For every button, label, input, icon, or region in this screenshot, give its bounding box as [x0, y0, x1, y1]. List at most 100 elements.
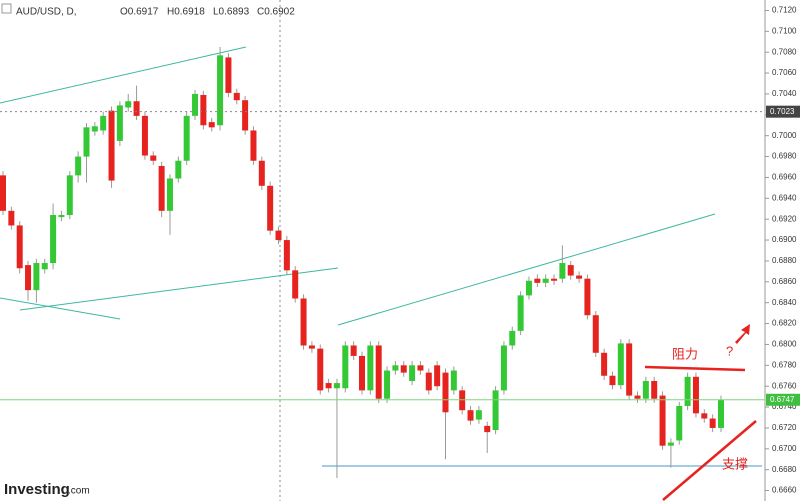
candle-body [525, 280, 532, 296]
candle-body [642, 380, 649, 399]
candle-body [0, 175, 6, 211]
y-tick-label: 0.6700 [772, 444, 797, 453]
crosshair-price-box [766, 105, 800, 118]
candle-body [91, 126, 98, 132]
candle-body [709, 418, 716, 428]
candle-body [684, 376, 691, 407]
trend-line [0, 297, 121, 320]
y-tick-label: 0.7060 [772, 68, 797, 77]
candle-body [542, 278, 549, 283]
candle-body [617, 343, 624, 386]
candle-body [83, 127, 90, 157]
y-tick-label: 0.6780 [772, 360, 797, 369]
last-price-box [766, 393, 800, 406]
candle-body [392, 365, 399, 371]
candle-body [158, 165, 165, 211]
logo-suffix: .com [68, 486, 90, 497]
y-tick-label: 0.6860 [772, 277, 797, 286]
candle-body [517, 295, 524, 331]
y-tick-label: 0.6980 [772, 152, 797, 161]
ohlc-close: C0.6902 [257, 7, 295, 18]
candle-body [567, 265, 574, 276]
candle-body [233, 92, 240, 101]
y-tick-label: 0.6800 [772, 340, 797, 349]
candle-body [375, 345, 382, 399]
candle-body [659, 395, 666, 446]
candle-body [459, 390, 466, 411]
y-tick-label: 0.6880 [772, 256, 797, 265]
candle-body [601, 352, 608, 376]
y-tick-label: 0.6840 [772, 298, 797, 307]
candle-body [417, 365, 424, 371]
candle-body [58, 215, 65, 218]
candle-body [192, 93, 199, 116]
candle-body [16, 225, 23, 269]
candle-body [634, 395, 641, 399]
candle-body [183, 115, 190, 161]
trend-line [337, 213, 716, 326]
logo: Investing [4, 481, 70, 498]
candle-body [300, 298, 307, 346]
candle-body [150, 155, 157, 161]
candle-body [534, 278, 541, 283]
candle-body [141, 115, 148, 156]
candle-body [359, 355, 365, 391]
candle-body [250, 130, 257, 161]
candle-body [258, 160, 265, 186]
y-tick-label: 0.6820 [772, 319, 797, 328]
candle-body [267, 185, 274, 231]
candle-body [75, 156, 82, 176]
last-price-label: 0.6747 [770, 395, 795, 404]
candle-body [425, 372, 432, 391]
candles [0, 46, 724, 479]
candle-body [200, 94, 207, 126]
y-tick-label: 0.6720 [772, 423, 797, 432]
candle-body [275, 230, 282, 241]
candle-body [100, 115, 107, 131]
candle-body [317, 348, 324, 391]
y-tick-label: 0.6760 [772, 381, 797, 390]
candle-body [66, 175, 73, 216]
candle-body [475, 410, 482, 420]
candle-body [701, 413, 708, 419]
candle-body [442, 372, 449, 413]
candle-body [50, 215, 57, 264]
candle-body [651, 380, 658, 399]
y-tick-label: 0.7080 [772, 47, 797, 56]
candle-body [116, 105, 123, 141]
ohlc-low: L0.6893 [213, 7, 250, 18]
candle-body [592, 315, 599, 353]
candle-body [175, 160, 182, 179]
candle-body [125, 101, 132, 108]
candle-body [400, 365, 407, 373]
trend-line [19, 267, 339, 311]
candle-body [492, 390, 499, 431]
candle-body [484, 425, 491, 433]
candle-body [467, 410, 474, 421]
candle-body [576, 275, 583, 279]
candle-body [208, 122, 215, 128]
candle-body [108, 110, 115, 181]
ohlc-high: H0.6918 [167, 7, 205, 18]
candle-body [308, 345, 315, 349]
candle-body [8, 210, 15, 226]
candle-body [434, 365, 441, 387]
candle-body [242, 100, 249, 131]
candle-body [333, 383, 340, 389]
candle-body [551, 278, 558, 281]
ohlc-open: O0.6917 [120, 7, 159, 18]
y-tick-label: 0.7120 [772, 6, 797, 15]
candle-body [133, 101, 140, 116]
candle-body [676, 406, 683, 441]
candle-body [559, 263, 566, 279]
resistance-line [644, 365, 746, 372]
candle-body [33, 263, 40, 291]
arrow [735, 324, 750, 344]
candle-body [367, 345, 374, 391]
y-tick-label: 0.6900 [772, 235, 797, 244]
candle-body [350, 345, 357, 356]
candle-body [409, 365, 416, 381]
